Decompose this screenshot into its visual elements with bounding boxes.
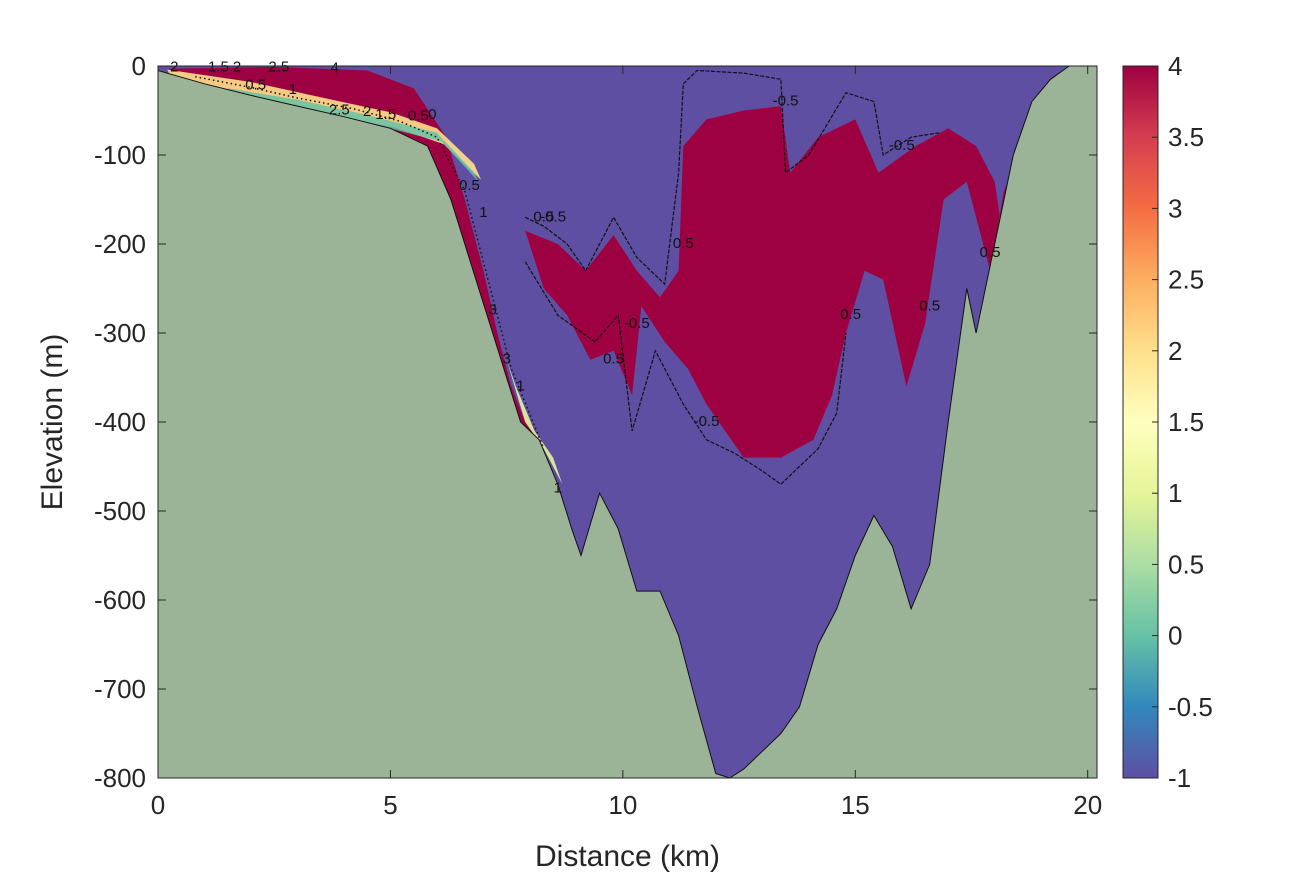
y-tick-label: -800 <box>94 763 146 793</box>
plot-area <box>157 65 1098 779</box>
contour-label: 3 <box>502 351 510 368</box>
contour-line-dotted <box>195 75 545 449</box>
contour-line-0 <box>524 69 940 286</box>
x-tick-label: 20 <box>1073 790 1102 820</box>
colorbar-tick-label: 4 <box>1168 51 1182 81</box>
contour-label: 1 <box>289 81 297 98</box>
y-tick-label: -700 <box>94 674 146 704</box>
contour-label: 2.5 <box>329 101 350 118</box>
y-tick-label: -300 <box>94 318 146 348</box>
contour-label: -0.5 <box>624 315 650 332</box>
contour-label: 4 <box>330 60 338 77</box>
colorbar-tick-label: 3 <box>1168 193 1182 223</box>
contour-label: 3 <box>489 302 497 319</box>
y-tick-label: -600 <box>94 585 146 615</box>
contour-labels: 2 1.5 2 2.5 40.5 12.5 2 1.5 0.5 00.5133110.5-0.50… <box>170 59 1000 497</box>
colorbar-tick-label: 0.5 <box>1168 549 1204 579</box>
y-tick-label: -500 <box>94 496 146 526</box>
x-axis-title: Distance (km) <box>535 840 720 873</box>
contour-label: 0 <box>428 106 436 123</box>
contour-label: 2 <box>363 103 371 120</box>
contour-label: -0.5 <box>694 413 720 430</box>
contour-label: 1 <box>479 204 487 221</box>
contour-line-1 <box>524 261 847 486</box>
y-tick-label: -200 <box>94 229 146 259</box>
contour-label: 1.5 <box>208 59 229 76</box>
contour-label: -0.5 <box>773 93 799 110</box>
colorbar-tick-label: 2 <box>1168 336 1182 366</box>
colorbar-tick-label: 1.5 <box>1168 407 1204 437</box>
slope-gradient-band <box>506 359 563 485</box>
contour-label: 2 <box>233 59 241 76</box>
y-tick-label: 0 <box>132 51 146 81</box>
contour-label: 0.5 <box>459 177 480 194</box>
contour-label: 0.5 <box>840 306 861 323</box>
seabed <box>157 65 1098 779</box>
contour-label: 0.5 <box>603 351 624 368</box>
y-tick-label: -100 <box>94 140 146 170</box>
colorbar-tick-label: -1 <box>1168 763 1191 793</box>
contour-label: 0.5 <box>673 235 694 252</box>
x-tick-label: 10 <box>608 790 637 820</box>
contour-label: -0.5 <box>540 208 566 225</box>
contour-label: 2 <box>170 59 178 76</box>
contour-label: 1.5 <box>375 106 396 123</box>
colorbar-tick-label: 0 <box>1168 621 1182 651</box>
contour-lines <box>195 69 940 486</box>
contour-label: 0.5 <box>533 208 554 225</box>
contour-label: 0.5 <box>408 108 429 125</box>
contour-label: 0.5 <box>245 77 266 94</box>
contour-label: 0.5 <box>980 244 1001 261</box>
y-axis-title: Elevation (m) <box>36 334 69 511</box>
high-value-zone-1 <box>525 74 1065 458</box>
y-axis: 0 -100 -200 -300 -400 -500 -600 -700 -800 <box>94 51 1097 793</box>
contour-label: 2.5 <box>268 59 289 76</box>
x-tick-label: 15 <box>841 790 870 820</box>
contour-label: 1 <box>554 480 562 497</box>
shelf-gradient-band <box>167 69 482 180</box>
colorbar-tick-label: 3.5 <box>1168 122 1204 152</box>
contour-label: 0.5 <box>919 297 940 314</box>
colorbar-tick-label: 2.5 <box>1168 265 1204 295</box>
y-tick-label: -400 <box>94 407 146 437</box>
high-value-zone-0 <box>167 66 540 440</box>
contour-label: 1 <box>516 377 524 394</box>
colorbar: 4 3.5 3 2.5 2 1.5 1 0.5 0 -0.5 -1 <box>1122 51 1213 793</box>
colorbar-tick-label: -0.5 <box>1168 692 1213 722</box>
colorbar-tick-label: 1 <box>1168 478 1182 508</box>
contour-label: -0.5 <box>889 137 915 154</box>
x-tick-label: 5 <box>383 790 397 820</box>
x-axis: 0 5 10 15 20 <box>151 66 1102 820</box>
x-tick-label: 0 <box>151 790 165 820</box>
